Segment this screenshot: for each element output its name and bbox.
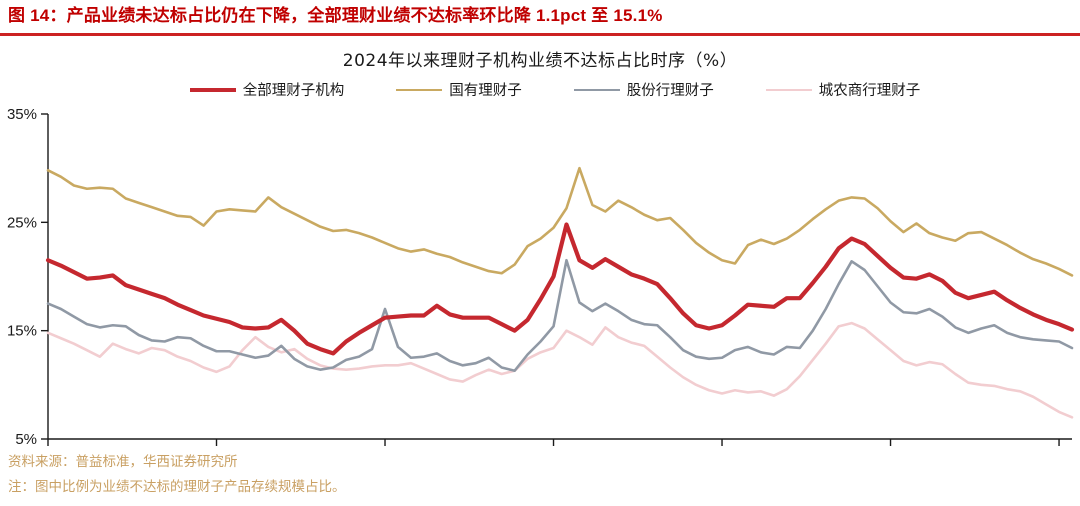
legend-item-0[interactable]: 全部理财子机构: [189, 79, 345, 100]
legend-line-icon: [573, 88, 620, 91]
legend-line-icon: [396, 88, 443, 91]
legend-line-icon: [189, 87, 236, 92]
y-tick-label: 25%: [7, 214, 37, 231]
plot-area: 5%15%25%35%2024-012024-042024-072024-102…: [0, 102, 1080, 452]
series-line-3: [46, 321, 1074, 419]
source-text: 资料来源：普益标准，华西证券研究所: [8, 454, 238, 470]
figure-header: 图 14：产品业绩未达标占比仍在下降，全部理财业绩不达标率环比降 1.1pct …: [0, 0, 1080, 28]
y-tick-label: 35%: [7, 106, 37, 123]
series-line-1: [46, 166, 1074, 277]
legend-label: 城农商行理财子: [818, 83, 921, 99]
chart-legend: 全部理财子机构 国有理财子 股份行理财子 城农商行理财子: [0, 79, 1080, 100]
chart-title: 2024年以来理财子机构业绩不达标占比时序（%）: [342, 51, 738, 71]
note-text: 注：图中比例为业绩不达标的理财子产品存续规模占比。: [8, 479, 346, 495]
y-tick-label: 15%: [7, 323, 37, 340]
series-line-0: [45, 222, 1075, 356]
series-line-2: [46, 258, 1074, 373]
legend-item-1[interactable]: 国有理财子: [396, 79, 522, 100]
y-tick-label: 5%: [15, 431, 37, 448]
legend-line-icon: [765, 88, 812, 91]
legend-item-2[interactable]: 股份行理财子: [573, 79, 714, 100]
legend-item-3[interactable]: 城农商行理财子: [765, 79, 921, 100]
figure-title: 图 14：产品业绩未达标占比仍在下降，全部理财业绩不达标率环比降 1.1pct …: [8, 6, 663, 25]
legend-label: 国有理财子: [449, 83, 522, 99]
header-divider: [0, 33, 1080, 36]
legend-label: 全部理财子机构: [242, 83, 345, 99]
line-chart-svg: 5%15%25%35%2024-012024-042024-072024-102…: [7, 106, 1075, 448]
figure-footer: 资料来源：普益标准，华西证券研究所 注：图中比例为业绩不达标的理财子产品存续规模…: [8, 450, 1068, 500]
legend-label: 股份行理财子: [626, 83, 714, 99]
